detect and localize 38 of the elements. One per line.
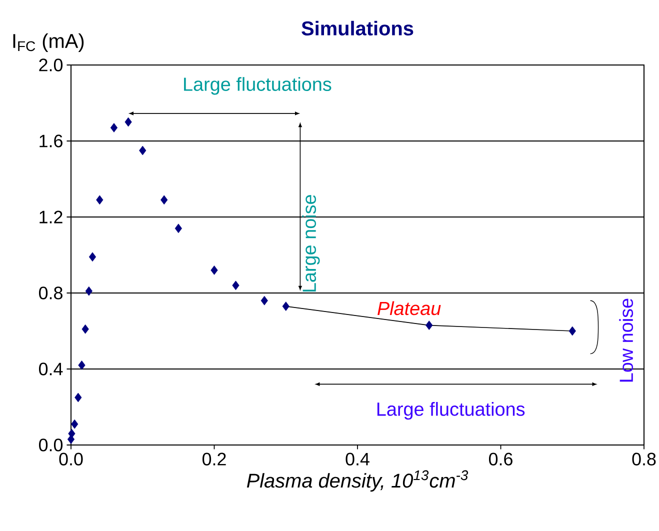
annotation: Low noise <box>619 298 634 382</box>
annotation: Large noise <box>302 195 320 292</box>
point <box>160 195 168 205</box>
point <box>260 296 268 306</box>
y-tick-label: 1.2 <box>40 210 62 224</box>
y-tick-label: 1.6 <box>40 134 62 148</box>
x-tick-label: 0.0 <box>59 452 83 466</box>
point <box>232 280 240 290</box>
point <box>174 224 182 234</box>
x-tick-label: 0.4 <box>346 452 370 466</box>
y-axis-title: I$_{FC}$ (mA) <box>13 33 84 52</box>
point <box>82 324 89 334</box>
point <box>210 266 218 275</box>
x-tick-label: 0.2 <box>202 452 226 466</box>
y-tick-label: 0.0 <box>39 438 63 452</box>
point <box>282 302 290 311</box>
annotation: Large fluctuations <box>377 402 525 420</box>
point <box>71 419 78 429</box>
chart-title: Simulations <box>302 20 414 36</box>
point <box>568 326 576 336</box>
point <box>124 117 132 127</box>
point <box>68 428 76 438</box>
point <box>96 195 104 205</box>
point <box>74 392 82 402</box>
y-tick-label: 2.0 <box>39 58 63 72</box>
x-tick-label: 0.6 <box>488 452 512 466</box>
y-tick-label: 0.4 <box>39 362 63 376</box>
point <box>88 252 96 262</box>
annotation: Large fluctuations <box>184 77 332 95</box>
point <box>139 146 146 156</box>
annotation: Plateau <box>378 301 441 316</box>
y-tick-label: 0.8 <box>39 286 62 300</box>
point <box>110 123 118 132</box>
x-axis-title: Plasma density, 10$^{13}$cm$^{-3}$ <box>246 470 468 492</box>
point <box>85 286 92 296</box>
point <box>78 360 86 370</box>
x-tick-label: 0.8 <box>632 452 656 466</box>
point <box>426 320 433 330</box>
